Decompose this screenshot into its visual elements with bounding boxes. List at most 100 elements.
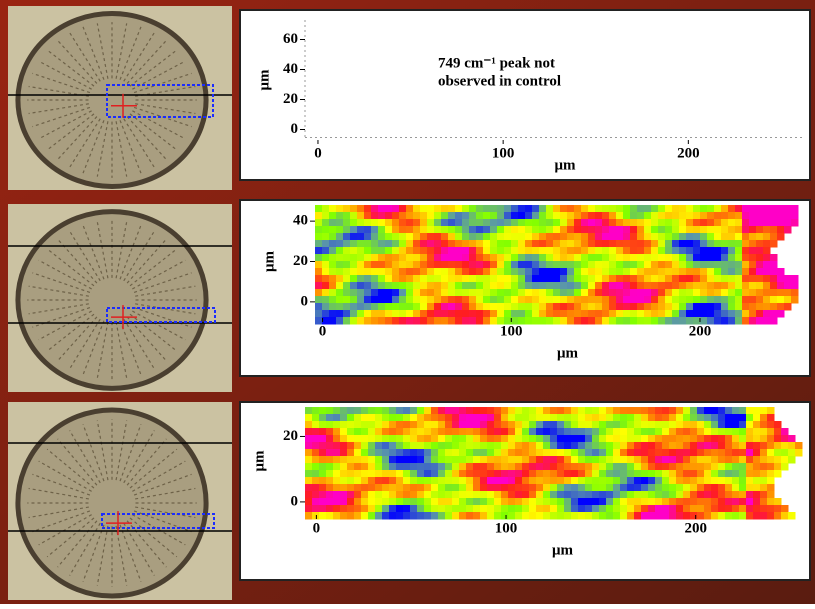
- map-cell: [704, 491, 712, 499]
- map-cell: [529, 421, 537, 429]
- map-cell: [371, 247, 379, 255]
- map-cell: [742, 289, 750, 297]
- map-cell: [466, 407, 474, 415]
- map-cell: [574, 296, 582, 304]
- map-cell: [441, 261, 449, 269]
- map-cell: [315, 226, 323, 234]
- map-cell: [585, 456, 593, 464]
- map-cell: [539, 226, 547, 234]
- map-cell: [529, 498, 537, 506]
- map-cell: [515, 428, 523, 436]
- map-cell: [487, 498, 495, 506]
- map-cell: [445, 428, 453, 436]
- map-cell: [746, 477, 754, 485]
- map-cell: [651, 219, 659, 227]
- map-cell: [553, 303, 561, 311]
- map-cell: [690, 428, 698, 436]
- map-cell: [676, 421, 684, 429]
- map-cell: [511, 254, 519, 262]
- map-cell: [662, 421, 670, 429]
- map-cell: [700, 303, 708, 311]
- map-cell: [483, 296, 491, 304]
- map-cell: [501, 477, 509, 485]
- map-cell: [672, 303, 680, 311]
- map-cell: [662, 491, 670, 499]
- map-cell: [788, 449, 796, 457]
- map-cell: [448, 268, 456, 276]
- map-cell: [350, 240, 358, 248]
- map-cell: [427, 247, 435, 255]
- map-cell: [438, 463, 446, 471]
- map-cell: [655, 463, 663, 471]
- map-cell: [613, 435, 621, 443]
- map-cell: [490, 317, 498, 325]
- map-cell: [378, 282, 386, 290]
- map-cell: [746, 435, 754, 443]
- map-cell: [305, 435, 313, 443]
- map-cell: [532, 219, 540, 227]
- map-cell: [497, 226, 505, 234]
- map-cell: [459, 421, 467, 429]
- map-cell: [329, 289, 337, 297]
- map-cell: [578, 414, 586, 422]
- map-cell: [522, 449, 530, 457]
- map-cell: [585, 463, 593, 471]
- map-cell: [658, 303, 666, 311]
- map-cell: [725, 491, 733, 499]
- map-cell: [403, 484, 411, 492]
- map-cell: [546, 219, 554, 227]
- map-cell: [364, 282, 372, 290]
- map-cell: [427, 219, 435, 227]
- map-cell: [434, 254, 442, 262]
- map-cell: [592, 491, 600, 499]
- map-cell: [616, 310, 624, 318]
- map-cell: [602, 212, 610, 220]
- map-cell: [602, 296, 610, 304]
- map-cell: [410, 456, 418, 464]
- map-cell: [445, 463, 453, 471]
- map-cell: [497, 268, 505, 276]
- map-cell: [704, 512, 712, 520]
- map-cell: [753, 498, 761, 506]
- map-cell: [413, 254, 421, 262]
- map-cell: [427, 282, 435, 290]
- map-cell: [770, 205, 778, 213]
- map-cell: [683, 477, 691, 485]
- map-cell: [466, 484, 474, 492]
- map-cell: [333, 463, 341, 471]
- map-cell: [403, 456, 411, 464]
- map-cell: [385, 219, 393, 227]
- map-cell: [728, 247, 736, 255]
- map-cell: [714, 268, 722, 276]
- map-cell: [599, 449, 607, 457]
- map-cell: [599, 505, 607, 513]
- map-cell: [742, 275, 750, 283]
- map-cell: [406, 275, 414, 283]
- map-cell: [487, 484, 495, 492]
- map-cell: [476, 303, 484, 311]
- y-tick-label: 20: [283, 91, 298, 107]
- map-cell: [599, 456, 607, 464]
- map-cell: [319, 477, 327, 485]
- map-cell: [329, 275, 337, 283]
- map-cell: [403, 477, 411, 485]
- map-cell: [760, 498, 768, 506]
- map-cell: [781, 449, 789, 457]
- map-cell: [683, 428, 691, 436]
- map-cell: [655, 456, 663, 464]
- map-cell: [739, 477, 747, 485]
- map-cell: [350, 212, 358, 220]
- map-cell: [476, 247, 484, 255]
- map-cell: [336, 233, 344, 241]
- map-cell: [662, 428, 670, 436]
- map-cell: [560, 317, 568, 325]
- map-cell: [543, 484, 551, 492]
- map-cell: [620, 407, 628, 415]
- map-cell: [665, 233, 673, 241]
- map-cell: [553, 233, 561, 241]
- map-cell: [742, 254, 750, 262]
- map-cell: [686, 247, 694, 255]
- map-cell: [368, 505, 376, 513]
- map-cell: [672, 205, 680, 213]
- map-cell: [441, 303, 449, 311]
